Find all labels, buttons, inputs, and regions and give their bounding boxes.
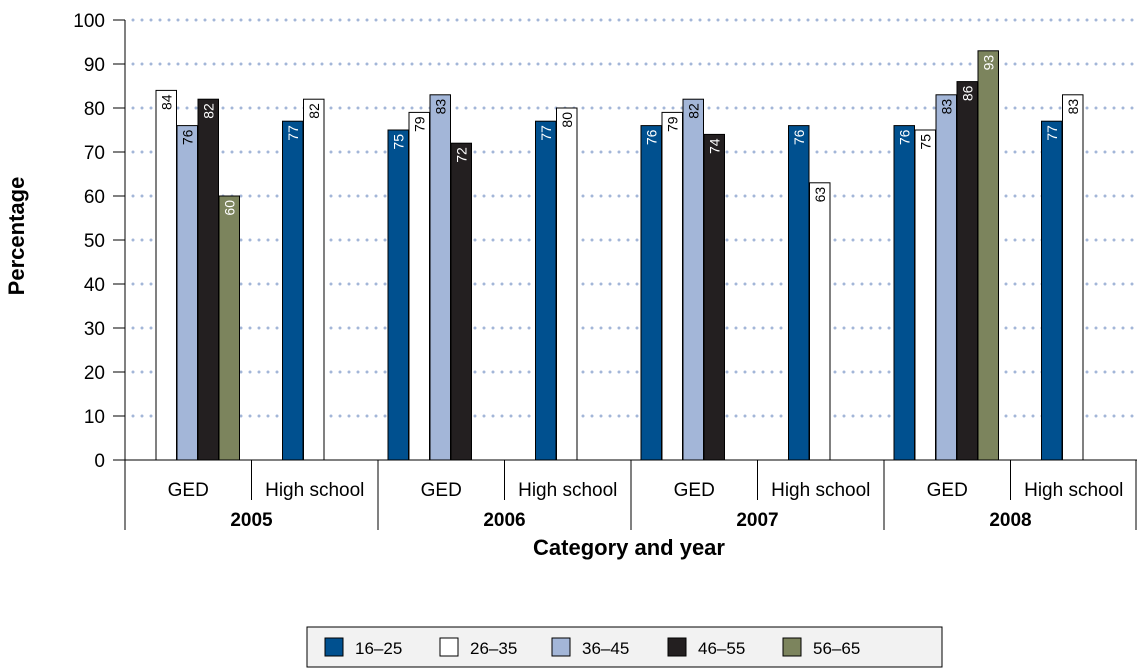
legend: 16–25 26–35 36–45 46–55 56–65	[306, 626, 943, 668]
bar	[661, 111, 683, 461]
bar	[703, 133, 725, 461]
data-label: 83	[1065, 99, 1081, 115]
bar	[977, 50, 999, 461]
bar	[914, 129, 936, 461]
y-tick-label: 20	[84, 363, 105, 384]
bar	[450, 142, 472, 461]
category-label: GED	[421, 480, 462, 501]
category-label: High school	[265, 480, 364, 501]
legend-swatch	[551, 637, 571, 657]
x-axis: GED High school GED High school GED High scho…	[113, 459, 1137, 531]
bar	[1041, 120, 1063, 461]
legend-swatch	[782, 637, 802, 657]
legend-label: 46–55	[698, 639, 745, 658]
y-tick-label: 100	[73, 11, 105, 32]
data-label: 74	[706, 138, 722, 154]
data-label: 76	[179, 129, 195, 145]
bar	[408, 111, 430, 461]
legend-swatch	[324, 637, 344, 657]
bars: 84 76 82 60 77 82 75 79 83 72 77 80 76 79 82 74 76 63 76 75…	[155, 50, 1084, 461]
legend-label: 56–65	[813, 639, 860, 658]
bar	[303, 98, 325, 461]
bar	[682, 98, 704, 461]
y-tick-label: 90	[84, 55, 105, 76]
legend-swatch	[439, 637, 459, 657]
data-label: 76	[791, 129, 807, 145]
data-label: 77	[285, 125, 301, 141]
bar	[387, 129, 409, 461]
bar	[429, 94, 451, 461]
data-label: 84	[158, 94, 174, 110]
year-label: 2006	[483, 510, 525, 531]
y-tick-label: 10	[84, 407, 105, 428]
data-label: 80	[559, 112, 575, 128]
category-label: High school	[1024, 480, 1123, 501]
data-label: 75	[390, 134, 406, 150]
data-label: 83	[432, 99, 448, 115]
data-label: 75	[917, 134, 933, 150]
bar	[809, 182, 831, 461]
data-label: 79	[664, 116, 680, 132]
data-label: 82	[200, 103, 216, 119]
y-tick-label: 80	[84, 99, 105, 120]
bar	[155, 89, 177, 461]
y-tick-label: 30	[84, 319, 105, 340]
y-tick-label: 70	[84, 143, 105, 164]
category-label: GED	[927, 480, 968, 501]
bar	[956, 81, 978, 461]
y-axis: 0 10 20 30 40 50 60 70 80 90 100	[73, 11, 126, 472]
bar	[640, 125, 662, 461]
bar	[788, 125, 810, 461]
x-axis-title: Category and year	[533, 535, 725, 560]
data-label: 86	[959, 85, 975, 101]
y-tick-label: 60	[84, 187, 105, 208]
data-label: 79	[411, 116, 427, 132]
y-axis-title: Percentage	[4, 177, 29, 296]
data-label: 93	[980, 55, 996, 71]
legend-label: 16–25	[355, 639, 402, 658]
data-label: 77	[538, 125, 554, 141]
data-label: 72	[453, 147, 469, 163]
data-label: 76	[896, 129, 912, 145]
legend-label: 26–35	[470, 639, 517, 658]
bar	[218, 195, 240, 461]
data-label: 77	[1044, 125, 1060, 141]
year-label: 2007	[736, 510, 778, 531]
bar	[1062, 94, 1084, 461]
legend-swatch	[667, 637, 687, 657]
y-tick-label: 50	[84, 231, 105, 252]
data-label: 76	[643, 129, 659, 145]
data-label: 63	[812, 187, 828, 203]
category-label: High school	[518, 480, 617, 501]
bar	[893, 125, 915, 461]
data-label: 82	[306, 103, 322, 119]
data-label: 60	[221, 200, 237, 216]
legend-label: 36–45	[582, 639, 629, 658]
bar	[282, 120, 304, 461]
year-label: 2008	[989, 510, 1031, 531]
data-label: 82	[685, 103, 701, 119]
y-tick-label: 0	[94, 451, 105, 472]
bar	[176, 125, 198, 461]
bar	[556, 107, 578, 461]
category-label: High school	[771, 480, 870, 501]
year-label: 2005	[230, 510, 273, 531]
category-label: GED	[674, 480, 715, 501]
data-label: 83	[938, 99, 954, 115]
legend-box	[306, 626, 943, 668]
category-label: GED	[168, 480, 209, 501]
bar	[535, 120, 557, 461]
y-tick-label: 40	[84, 275, 105, 296]
bar	[935, 94, 957, 461]
bar	[197, 98, 219, 461]
